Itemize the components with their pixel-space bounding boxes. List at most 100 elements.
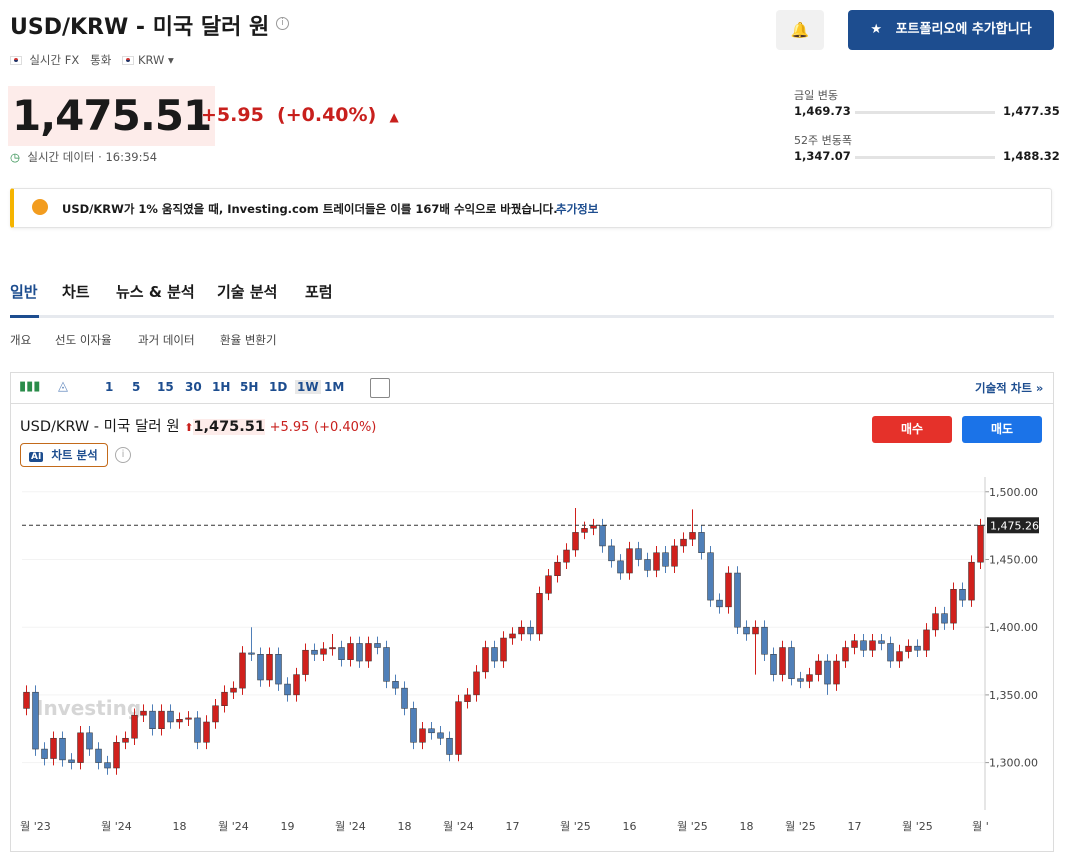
- subtab[interactable]: 선도 이자율: [55, 333, 112, 347]
- subtab[interactable]: 과거 데이터: [138, 333, 195, 347]
- chart-change: +5.95: [269, 420, 310, 435]
- candle-body: [86, 732, 93, 750]
- range-label: 52주 변동폭: [794, 134, 852, 147]
- subtab[interactable]: 환율 변환기: [220, 333, 277, 347]
- x-tick-label: 월 '24: [101, 820, 132, 833]
- candle-body: [626, 548, 633, 574]
- chart-price: 1,475.51: [193, 419, 265, 435]
- meta-item[interactable]: KRW: [137, 53, 165, 67]
- tab[interactable]: 일반: [10, 283, 38, 301]
- tab-rule: [10, 315, 1054, 318]
- area-icon[interactable]: ◬: [58, 379, 68, 394]
- candle-body: [662, 552, 669, 567]
- candle-body: [761, 626, 768, 655]
- x-tick-label: 월 ': [972, 820, 989, 833]
- portfolio-button[interactable]: ★ 포트폴리오에 추가합니다: [848, 10, 1054, 50]
- time-text: 실시간 데이터 · 16:39:54: [27, 150, 158, 164]
- interval[interactable]: 1: [105, 380, 114, 394]
- candle-body: [131, 714, 138, 739]
- x-tick-label: 월 '24: [335, 820, 366, 833]
- interval[interactable]: 5: [132, 380, 141, 394]
- y-tick-label: 1,450.00: [989, 553, 1038, 566]
- tab[interactable]: 포럼: [305, 283, 333, 301]
- tab[interactable]: 기술 분석: [217, 283, 278, 301]
- x-tick-label: 18: [398, 820, 412, 833]
- tab[interactable]: 뉴스 & 분석: [116, 283, 195, 301]
- candle-body: [851, 640, 858, 648]
- candle-body: [743, 626, 750, 635]
- interval[interactable]: 1D: [269, 380, 288, 394]
- meta-item: 통화: [90, 53, 112, 67]
- interval[interactable]: 30: [185, 380, 202, 394]
- candle-body: [653, 552, 660, 571]
- candle-body: [437, 732, 444, 739]
- banner-link[interactable]: 추가정보: [556, 202, 599, 216]
- buy-button[interactable]: 매수: [872, 416, 952, 443]
- y-tick-label: 1,350.00: [989, 689, 1038, 702]
- ai-label: 차트 분석: [51, 448, 98, 462]
- candle-body: [23, 691, 30, 709]
- ai-button[interactable]: AI 차트 분석: [20, 443, 108, 467]
- candle-body: [257, 654, 264, 681]
- interval[interactable]: 5H: [240, 380, 259, 394]
- x-tick-label: 월 '25: [902, 820, 933, 833]
- candle-body: [923, 629, 930, 651]
- range-low: 1,469.73: [794, 104, 851, 118]
- tab[interactable]: 차트: [62, 283, 90, 301]
- subtab[interactable]: 개요: [10, 333, 32, 347]
- candle-body: [536, 593, 543, 635]
- candle-body: [329, 647, 336, 650]
- ai-info[interactable]: i: [115, 447, 131, 463]
- candle-icon[interactable]: ▮▮▮: [19, 379, 41, 394]
- interval[interactable]: 15: [157, 380, 174, 394]
- candle-body: [491, 647, 498, 662]
- candle-body: [230, 687, 237, 693]
- x-tick-label: 월 '24: [218, 820, 249, 833]
- range-high: 1,488.32: [1003, 149, 1060, 163]
- candle-body: [239, 652, 246, 689]
- candle-body: [914, 645, 921, 651]
- info-icon[interactable]: i: [276, 17, 289, 30]
- candle-body: [527, 626, 534, 635]
- candle-body: [410, 708, 417, 743]
- candle-body: [905, 645, 912, 652]
- alert-button[interactable]: 🔔: [776, 10, 824, 50]
- candle-body: [275, 654, 282, 685]
- candle-body: [518, 626, 525, 635]
- interval[interactable]: 1H: [212, 380, 231, 394]
- range-low: 1,347.07: [794, 149, 851, 163]
- tab-underline: [10, 315, 39, 318]
- indicator-icon[interactable]: [370, 378, 390, 398]
- candle-body: [374, 643, 381, 648]
- candle-body: [932, 613, 939, 631]
- price: 1,475.51: [8, 86, 216, 146]
- change-pct: (+0.40%): [277, 104, 377, 126]
- candle-body: [977, 525, 984, 563]
- candle-body: [113, 742, 120, 769]
- candle-body: [392, 681, 399, 689]
- candle-body: [950, 589, 957, 624]
- candle-body: [32, 691, 39, 750]
- candle-body: [680, 538, 687, 547]
- candle-body: [311, 649, 318, 655]
- x-tick-label: 월 '25: [560, 820, 591, 833]
- sell-button[interactable]: 매도: [962, 416, 1042, 443]
- candle-body: [446, 737, 453, 755]
- x-tick-label: 17: [506, 820, 520, 833]
- candle-body: [671, 545, 678, 567]
- interval[interactable]: 1M: [324, 380, 345, 394]
- candle-body: [644, 559, 651, 571]
- candle-body: [203, 721, 210, 743]
- candle-body: [554, 561, 561, 576]
- candle-body: [77, 732, 84, 763]
- range-bar: [855, 156, 995, 159]
- candle-body: [689, 532, 696, 540]
- toolbar-rule: [10, 403, 1054, 404]
- interval[interactable]: 1W: [295, 380, 321, 394]
- ai-badge: AI: [29, 452, 44, 462]
- watermark: Investing: [36, 696, 141, 720]
- tech-link[interactable]: 기술적 차트 »: [975, 381, 1044, 395]
- candle-body: [347, 643, 354, 660]
- candle-body: [356, 643, 363, 662]
- banner-icon: [32, 199, 48, 215]
